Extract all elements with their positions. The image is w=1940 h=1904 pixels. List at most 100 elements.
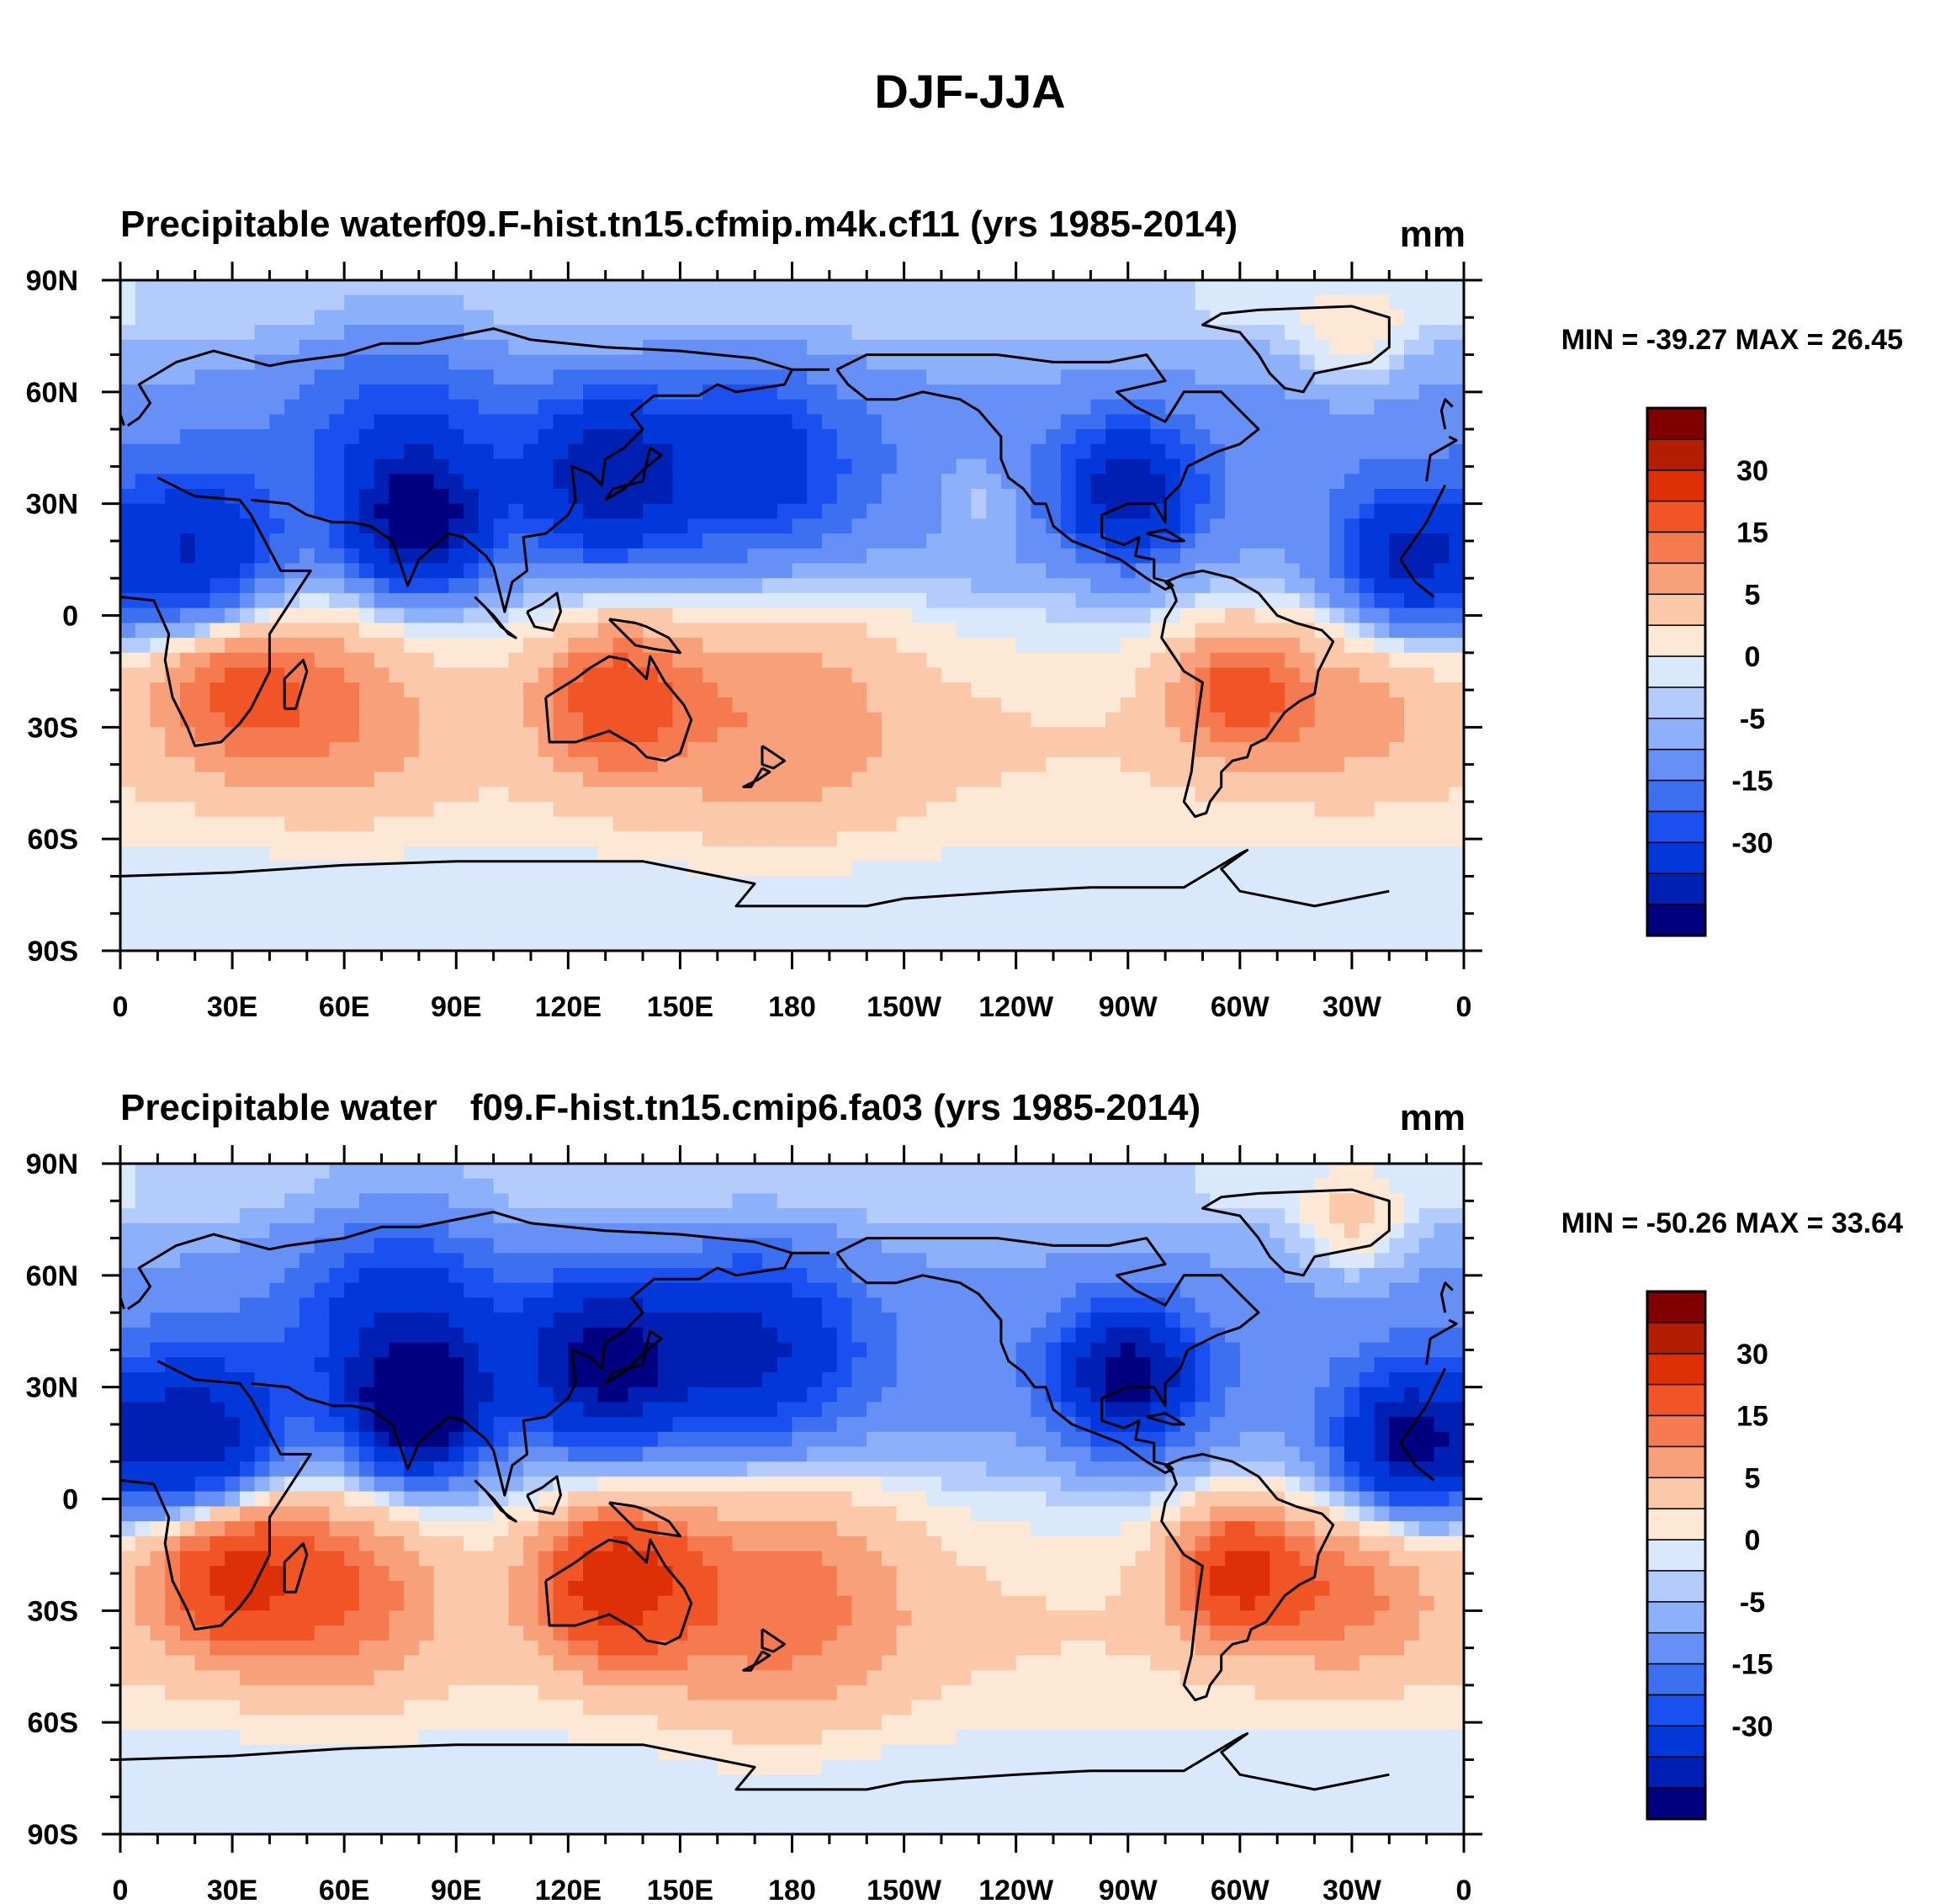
colorbar-swatch bbox=[1646, 1725, 1706, 1758]
y-tick-label: 60S bbox=[28, 1707, 79, 1739]
y-tick-label: 90S bbox=[28, 1819, 79, 1851]
colorbar-swatch bbox=[1646, 1570, 1706, 1603]
main-title: DJF-JJA bbox=[874, 65, 1065, 118]
x-tick-label: 0 bbox=[1456, 991, 1472, 1023]
x-tick-label: 120W bbox=[978, 991, 1054, 1023]
x-tick-label: 120W bbox=[978, 1875, 1054, 1904]
colorbar-swatch bbox=[1646, 1601, 1706, 1634]
colorbar-label: 15 bbox=[1736, 517, 1768, 549]
colorbar-label: -15 bbox=[1731, 766, 1773, 798]
colorbar-swatch bbox=[1646, 1353, 1706, 1386]
y-tick-label: 30N bbox=[26, 489, 78, 521]
colorbar-swatch bbox=[1646, 593, 1706, 626]
colorbar-label: 5 bbox=[1745, 579, 1761, 611]
coastlines bbox=[120, 305, 1458, 908]
x-tick-label: 90W bbox=[1099, 991, 1158, 1023]
x-tick-label: 180 bbox=[768, 991, 816, 1023]
colorbar-swatch bbox=[1646, 687, 1706, 719]
colorbar-swatch bbox=[1646, 1291, 1706, 1323]
colorbar-swatch bbox=[1646, 748, 1706, 782]
panel-min-max: MIN = -50.26 MAX = 33.64 bbox=[1561, 1207, 1903, 1239]
x-tick-label: 120E bbox=[535, 1875, 602, 1904]
colorbar-swatch bbox=[1646, 872, 1706, 905]
x-tick-label: 0 bbox=[1456, 1875, 1472, 1904]
colorbar-swatch bbox=[1646, 438, 1706, 471]
x-tick-label: 150W bbox=[867, 1875, 942, 1904]
colorbar-swatch bbox=[1646, 1383, 1706, 1417]
x-tick-label: 0 bbox=[113, 991, 129, 1023]
contour-field bbox=[120, 1164, 1464, 1834]
colorbar-swatch bbox=[1646, 469, 1706, 502]
coastlines bbox=[120, 1188, 1458, 1791]
panel-center-title: f09.F-hist.tn15.cmip6.fa03 (yrs 1985-201… bbox=[470, 1087, 1201, 1128]
panel-left-title: Precipitable water bbox=[120, 1087, 437, 1128]
y-tick-label: 60S bbox=[28, 824, 79, 856]
colorbar-swatch bbox=[1646, 407, 1706, 440]
colorbar-label: 0 bbox=[1745, 641, 1761, 673]
colorbar-label: -30 bbox=[1731, 827, 1773, 859]
colorbar-swatch bbox=[1646, 1445, 1706, 1479]
colorbar-swatch bbox=[1646, 1663, 1706, 1696]
x-tick-label: 90E bbox=[431, 991, 482, 1023]
y-tick-label: 30N bbox=[26, 1372, 78, 1404]
x-tick-label: 60E bbox=[319, 1875, 370, 1904]
x-tick-label: 60E bbox=[319, 991, 370, 1023]
colorbar-swatch bbox=[1646, 841, 1706, 875]
y-tick-label: 60N bbox=[26, 377, 78, 409]
map-panel-2: Precipitable water f09.F-hist.tn15.cmip6.… bbox=[26, 1087, 1903, 1904]
colorbar-label: -30 bbox=[1731, 1710, 1773, 1742]
panel-units: mm bbox=[1400, 214, 1466, 255]
colorbar-label: 5 bbox=[1745, 1462, 1761, 1494]
y-tick-label: 30S bbox=[28, 1595, 79, 1627]
colorbar-swatch bbox=[1646, 1694, 1706, 1727]
map-panel-1: Precipitable waterf09.F-hist.tn15.cfmip.… bbox=[26, 204, 1903, 1023]
x-tick-label: 30E bbox=[207, 1875, 258, 1904]
x-tick-label: 90W bbox=[1099, 1875, 1158, 1904]
colorbar-swatch bbox=[1646, 718, 1706, 750]
colorbar-swatch bbox=[1646, 1477, 1706, 1509]
x-tick-label: 90E bbox=[431, 1875, 482, 1904]
x-tick-label: 150E bbox=[647, 1875, 713, 1904]
x-tick-label: 30W bbox=[1322, 991, 1382, 1023]
contour-field bbox=[120, 280, 1464, 951]
y-tick-label: 90S bbox=[28, 936, 79, 968]
colorbar-label: 30 bbox=[1736, 455, 1768, 487]
colorbar-swatch bbox=[1646, 1631, 1706, 1665]
x-tick-label: 30E bbox=[207, 991, 258, 1023]
panel-units: mm bbox=[1400, 1097, 1466, 1138]
colorbar-label: 15 bbox=[1736, 1401, 1768, 1433]
colorbar: 30 15 5 0 -5 -15 -30 bbox=[1646, 406, 1773, 937]
x-tick-label: 30W bbox=[1322, 1875, 1382, 1904]
panel-left-title: Precipitable water bbox=[120, 204, 437, 245]
colorbar-swatch bbox=[1646, 562, 1706, 596]
colorbar-label: -5 bbox=[1740, 703, 1765, 735]
colorbar-swatch bbox=[1646, 500, 1706, 533]
colorbar-swatch bbox=[1646, 1508, 1706, 1541]
colorbar-label: 0 bbox=[1745, 1525, 1761, 1557]
x-tick-label: 120E bbox=[535, 991, 602, 1023]
colorbar: 30 15 5 0 -5 -15 -30 bbox=[1646, 1290, 1773, 1821]
y-tick-label: 90N bbox=[26, 1148, 78, 1180]
colorbar-swatch bbox=[1646, 531, 1706, 565]
x-tick-label: 150E bbox=[647, 991, 713, 1023]
y-tick-label: 0 bbox=[62, 601, 78, 633]
x-tick-label: 60W bbox=[1211, 991, 1270, 1023]
colorbar-swatch bbox=[1646, 624, 1706, 657]
colorbar-label: 30 bbox=[1736, 1339, 1768, 1371]
x-tick-label: 60W bbox=[1211, 1875, 1270, 1904]
x-tick-label: 180 bbox=[768, 1875, 816, 1904]
y-tick-label: 30S bbox=[28, 712, 79, 744]
colorbar-label: -5 bbox=[1740, 1587, 1765, 1619]
colorbar-swatch bbox=[1646, 1414, 1706, 1448]
colorbar-swatch bbox=[1646, 779, 1706, 813]
colorbar-swatch bbox=[1646, 655, 1706, 688]
panel-center-title: f09.F-hist.tn15.cfmip.m4k.cf11 (yrs 1985… bbox=[433, 204, 1238, 245]
y-tick-label: 90N bbox=[26, 265, 78, 297]
colorbar-swatch bbox=[1646, 1539, 1706, 1572]
panel-min-max: MIN = -39.27 MAX = 26.45 bbox=[1561, 324, 1903, 356]
colorbar-swatch bbox=[1646, 904, 1706, 936]
x-tick-label: 150W bbox=[867, 991, 942, 1023]
colorbar-swatch bbox=[1646, 810, 1706, 844]
colorbar-swatch bbox=[1646, 1756, 1706, 1789]
